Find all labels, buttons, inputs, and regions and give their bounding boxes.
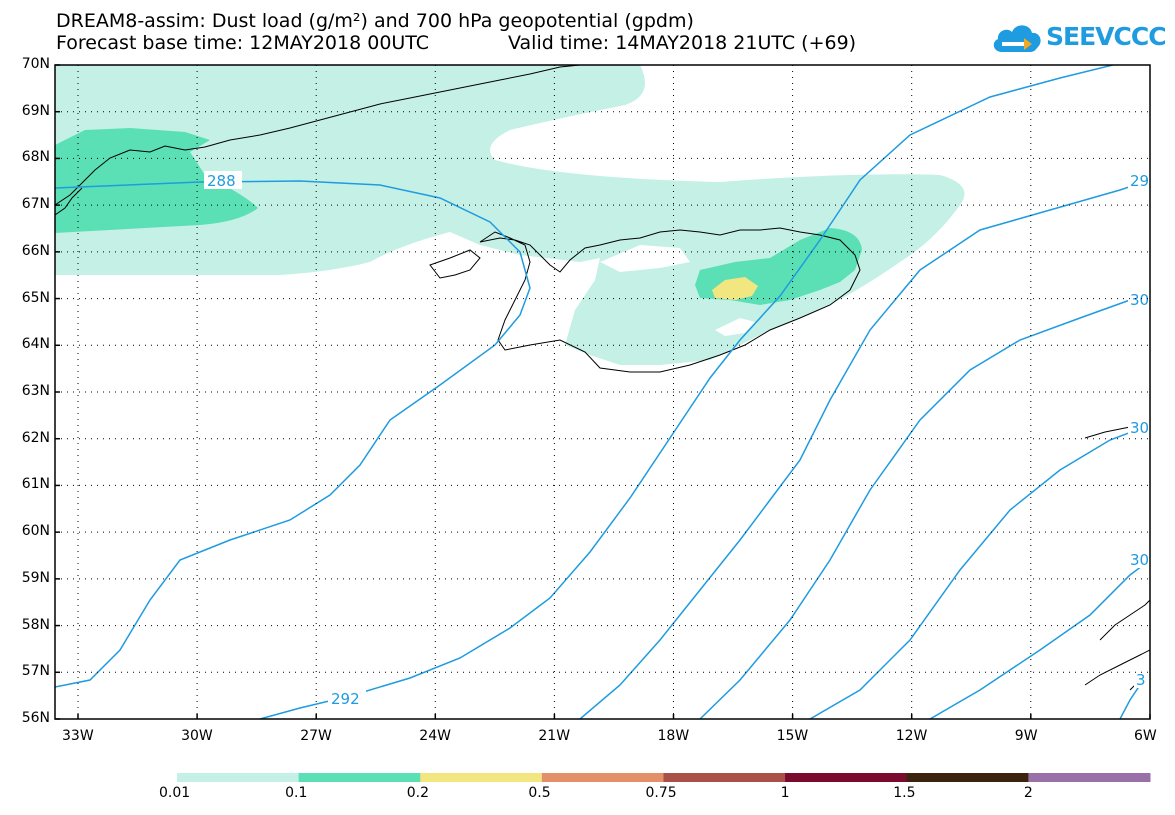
contour-label: 29 <box>1130 172 1149 190</box>
longitude-label: 6W <box>1134 728 1157 744</box>
colorbar-label: 1.5 <box>893 785 916 801</box>
colorbar-label: 2 <box>1023 785 1033 801</box>
longitude-label: 15W <box>776 728 809 744</box>
forecast-base-time: Forecast base time: 12MAY2018 00UTC <box>56 32 430 54</box>
colorbar-swatch <box>177 773 300 782</box>
cloud-arrow-icon <box>993 25 1041 52</box>
geopotential-contours <box>55 65 1150 719</box>
colorbar-swatch <box>663 773 786 782</box>
colorbar-swatch <box>420 773 543 782</box>
longitude-label: 27W <box>300 728 332 744</box>
latitude-label: 57N <box>21 663 50 680</box>
time-info: Forecast base time: 12MAY2018 00UTC Valid… <box>56 32 856 54</box>
latitude-label: 56N <box>21 710 50 726</box>
latitude-label: 65N <box>21 289 50 306</box>
colorbar-swatch <box>906 773 1029 782</box>
latitude-label: 67N <box>21 196 50 213</box>
longitude-label: 9W <box>1014 728 1038 744</box>
colorbar-swatch <box>541 773 664 782</box>
axis-ticks <box>55 64 1151 720</box>
contour-label: 30 <box>1130 291 1149 309</box>
latitude-label: 62N <box>21 429 50 446</box>
contour-label: 288 <box>207 172 236 190</box>
longitude-label: 30W <box>181 728 213 744</box>
latitude-label: 66N <box>21 242 50 259</box>
latitude-label: 58N <box>21 616 50 633</box>
contour-label: 30 <box>1130 551 1149 569</box>
valid-time: Valid time: 14MAY2018 21UTC (+69) <box>508 32 857 54</box>
latitude-label: 68N <box>21 149 50 166</box>
colorbar <box>177 773 1151 782</box>
dust-region-high <box>712 277 758 300</box>
latitude-label: 59N <box>21 569 50 586</box>
latitude-label: 64N <box>21 336 50 353</box>
colorbar-label: 0.75 <box>645 785 677 801</box>
latitude-label: 63N <box>21 383 50 399</box>
latitude-label: 60N <box>21 523 50 540</box>
latitude-label: 70N <box>21 56 50 72</box>
grid-lines <box>55 65 1150 719</box>
longitude-label: 18W <box>657 728 690 744</box>
seevccc-logo: SEEVCCC <box>990 20 1167 56</box>
longitude-label: 33W <box>62 728 94 744</box>
colorbar-label: 0.01 <box>159 785 191 801</box>
latitude-label: 61N <box>21 476 50 493</box>
colorbar-swatch <box>785 773 908 782</box>
contour-label: 3 <box>1136 671 1146 689</box>
colorbar-label: 0.5 <box>528 785 551 801</box>
colorbar-label: 0.2 <box>406 785 430 801</box>
map-title: DREAM8-assim: Dust load (g/m²) and 700 h… <box>56 10 694 32</box>
colorbar-swatch <box>1028 773 1151 782</box>
logo-text: SEEVCCC <box>1046 22 1167 51</box>
contour-label: 292 <box>331 690 360 708</box>
longitude-label: 12W <box>895 728 928 744</box>
dust-gap <box>715 318 755 336</box>
longitude-label: 21W <box>538 728 571 744</box>
longitude-label: 24W <box>419 728 451 744</box>
colorbar-label: 1 <box>780 785 790 801</box>
latitude-label: 69N <box>21 102 50 119</box>
colorbar-swatch <box>298 773 421 782</box>
contour-label: 30 <box>1130 419 1149 437</box>
dust-region-medium-west <box>55 128 258 233</box>
colorbar-label: 0.1 <box>285 785 308 801</box>
